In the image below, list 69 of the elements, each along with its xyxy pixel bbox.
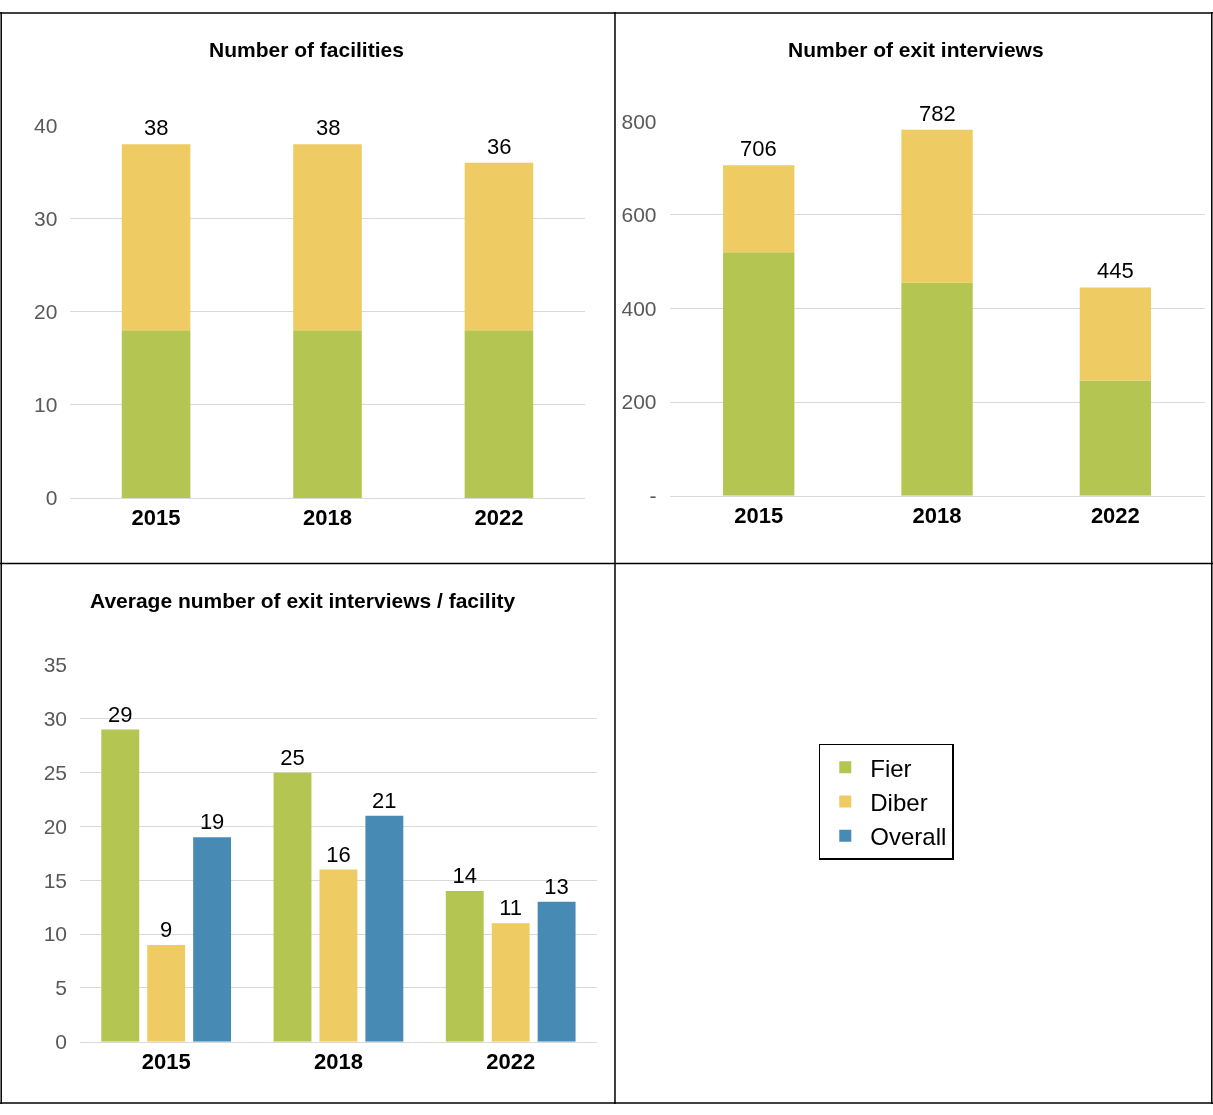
bar <box>273 772 312 1042</box>
y-tick-label: 800 <box>621 109 657 133</box>
bar <box>537 901 576 1042</box>
x-tick-label: 2022 <box>1090 503 1140 529</box>
y-tick-label: 20 <box>33 300 58 324</box>
total-label: 38 <box>144 115 169 140</box>
y-tick-label: 0 <box>45 486 58 510</box>
y-tick-label: 200 <box>621 390 657 414</box>
bar <box>464 162 534 331</box>
bar <box>193 837 232 1042</box>
bar <box>491 923 530 1042</box>
data-label: 16 <box>326 841 351 867</box>
y-tick-label: 35 <box>43 653 68 677</box>
bar <box>147 944 186 1042</box>
total-label: 36 <box>487 134 512 159</box>
y-tick-label: 15 <box>43 868 68 892</box>
y-tick-label: 25 <box>43 761 68 785</box>
total-label: 706 <box>740 136 777 161</box>
y-tick-label: 30 <box>33 207 58 231</box>
bar <box>901 282 973 496</box>
bar <box>723 252 795 496</box>
x-tick-label: 2015 <box>141 1049 191 1075</box>
x-tick-label: 2015 <box>734 503 784 529</box>
bar <box>901 129 973 283</box>
data-label: 11 <box>499 895 523 921</box>
y-tick-label: 20 <box>43 814 68 838</box>
bar <box>464 330 534 498</box>
bar <box>121 330 191 498</box>
legend-label: Overall <box>870 823 947 850</box>
bar <box>293 330 362 498</box>
y-tick-label: 30 <box>43 707 68 731</box>
y-tick-label: - <box>649 484 657 508</box>
chart-title: Average number of exit interviews / facility <box>90 589 516 612</box>
data-label: 21 <box>372 787 397 813</box>
legend-label: Diber <box>870 788 928 816</box>
bar <box>101 729 140 1042</box>
bar <box>319 869 358 1042</box>
chart-title: Number of exit interviews <box>788 38 1044 61</box>
data-label: 29 <box>108 701 133 727</box>
data-label: 19 <box>199 809 225 835</box>
total-label: 38 <box>316 115 341 140</box>
x-tick-label: 2022 <box>474 505 524 531</box>
y-tick-label: 10 <box>33 393 58 417</box>
bar <box>365 815 404 1042</box>
y-tick-label: 40 <box>33 113 58 137</box>
bar <box>1079 380 1152 496</box>
total-label: 445 <box>1097 258 1134 283</box>
total-label: 782 <box>919 101 956 126</box>
data-label: 9 <box>160 916 173 942</box>
bar <box>293 144 362 331</box>
bar <box>121 144 191 331</box>
x-tick-label: 2018 <box>313 1049 363 1075</box>
data-label: 25 <box>280 744 305 770</box>
x-tick-label: 2018 <box>303 505 352 531</box>
data-label: 13 <box>544 873 569 899</box>
chart-title: Number of facilities <box>209 38 404 61</box>
data-label: 14 <box>452 863 477 889</box>
bar <box>445 891 484 1042</box>
x-tick-label: 2018 <box>912 503 962 529</box>
x-tick-label: 2015 <box>131 505 181 531</box>
y-tick-label: 400 <box>621 296 657 320</box>
y-tick-label: 0 <box>55 1030 68 1054</box>
x-tick-label: 2022 <box>486 1049 536 1075</box>
y-tick-label: 10 <box>43 922 68 946</box>
y-tick-label: 5 <box>55 976 68 1000</box>
bar <box>1079 287 1152 381</box>
bar <box>723 165 795 253</box>
y-tick-label: 600 <box>621 203 657 227</box>
legend-label: Fier <box>870 754 912 782</box>
